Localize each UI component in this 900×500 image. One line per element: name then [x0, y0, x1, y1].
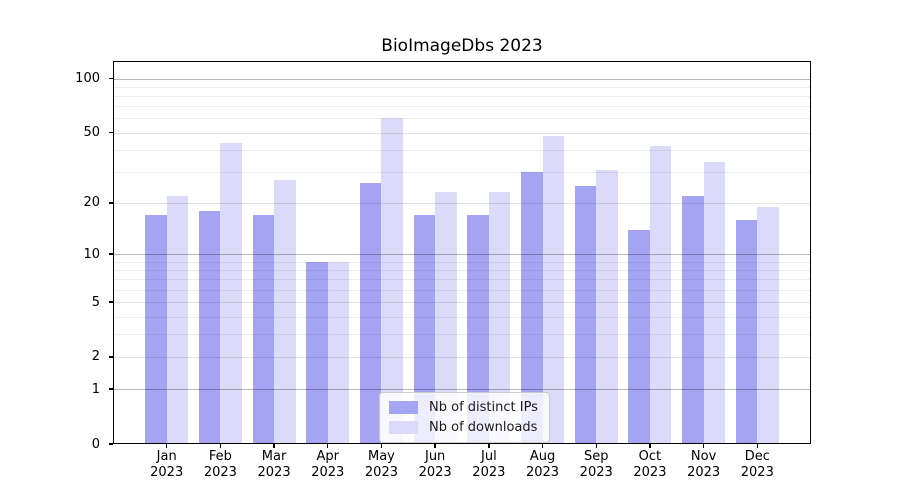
x-tick-mark-jul	[488, 444, 490, 448]
x-tick-mark-nov	[702, 444, 705, 448]
x-tick-label-jan: Jan 2023	[150, 449, 184, 480]
x-tick-label-aug: Aug 2023	[525, 449, 560, 480]
x-tick-label-dec: Dec 2023	[740, 449, 774, 480]
bar-downloads-nov	[703, 162, 726, 444]
bar-ips-jan	[145, 215, 167, 444]
bar-downloads-may	[381, 118, 403, 444]
x-tick-mark-feb	[219, 444, 222, 448]
y-tick-label-0: 0	[91, 436, 100, 452]
y-tick-label-20: 20	[83, 195, 100, 211]
x-tick-mark-jun	[434, 444, 436, 448]
x-tick-label-apr: Apr 2023	[311, 449, 345, 480]
x-tick-label-jun: Jun 2023	[418, 449, 452, 480]
bar-ips-jul	[467, 215, 489, 444]
x-tick-mark-oct	[649, 444, 651, 448]
y-tick-label-1: 1	[91, 381, 100, 397]
bar-downloads-feb	[220, 142, 242, 444]
gridline-20	[114, 202, 810, 204]
bar-ips-dec	[735, 219, 758, 444]
gridline-7	[114, 279, 810, 281]
gridline-10	[114, 254, 810, 256]
legend-swatch-downloads	[389, 421, 418, 434]
y-tick-mark-5	[109, 301, 113, 303]
y-tick-label-10: 10	[83, 246, 100, 262]
legend-label-distinct-ips: Nb of distinct IPs	[429, 400, 538, 415]
gridline-5	[114, 302, 810, 304]
y-tick-mark-50	[109, 131, 113, 134]
x-tick-label-feb: Feb 2023	[203, 449, 237, 480]
bar-ips-apr	[306, 261, 328, 444]
gridline-70	[114, 106, 810, 108]
x-tick-mark-sep	[595, 444, 597, 448]
y-tick-mark-0	[109, 443, 113, 445]
bar-ips-oct	[628, 229, 650, 444]
y-tick-label-50: 50	[83, 125, 100, 141]
bar-downloads-sep	[596, 169, 618, 444]
bar-ips-feb	[198, 210, 221, 444]
y-tick-mark-2	[109, 356, 113, 358]
x-tick-label-jul: Jul 2023	[472, 449, 506, 480]
x-tick-mark-dec	[756, 444, 758, 448]
y-tick-mark-100	[109, 77, 113, 80]
legend-swatch-distinct-ips	[389, 401, 418, 414]
y-tick-label-5: 5	[91, 294, 100, 310]
gridline-9	[114, 261, 810, 263]
gridline-90	[114, 86, 810, 88]
y-tick-mark-1	[109, 388, 113, 390]
x-tick-mark-apr	[327, 444, 329, 448]
bar-downloads-jan	[166, 195, 189, 444]
gridline-40	[114, 149, 810, 151]
gridline-4	[114, 316, 810, 318]
y-tick-mark-20	[109, 202, 113, 204]
x-tick-mark-mar	[273, 444, 275, 448]
gridline-80	[114, 96, 810, 97]
x-tick-mark-may	[380, 444, 383, 448]
chart-title: BioImageDbs 2023	[381, 36, 543, 56]
bar-ips-mar	[252, 215, 275, 444]
legend-label-downloads: Nb of downloads	[429, 420, 538, 435]
legend-item-downloads: Nb of downloads	[389, 420, 538, 435]
gridline-30	[114, 172, 810, 174]
x-tick-label-mar: Mar 2023	[257, 449, 291, 480]
bar-ips-may	[359, 182, 382, 444]
x-tick-mark-aug	[541, 444, 544, 448]
y-tick-label-100: 100	[75, 71, 100, 86]
x-tick-mark-jan	[165, 444, 168, 448]
bar-downloads-apr	[327, 261, 350, 444]
bar-ips-nov	[682, 195, 704, 444]
y-tick-mark-10	[109, 253, 113, 255]
y-tick-label-2: 2	[91, 349, 100, 365]
gridline-50	[114, 132, 810, 134]
gridline-8	[114, 270, 810, 271]
legend: Nb of distinct IPs Nb of downloads	[379, 392, 550, 443]
x-tick-label-nov: Nov 2023	[687, 449, 721, 480]
legend-item-distinct-ips: Nb of distinct IPs	[389, 400, 538, 415]
x-tick-label-oct: Oct 2023	[633, 449, 667, 480]
bar-ips-jun	[413, 215, 436, 444]
bar-downloads-dec	[757, 206, 779, 444]
bar-downloads-jul	[488, 192, 511, 444]
x-tick-label-may: May 2023	[364, 449, 398, 480]
gridline-100	[114, 78, 810, 80]
x-tick-label-sep: Sep 2023	[579, 449, 613, 480]
gridline-3	[114, 334, 810, 336]
gridline-1	[114, 389, 810, 391]
bar-downloads-mar	[274, 180, 296, 444]
bar-downloads-jun	[435, 192, 457, 444]
bar-downloads-aug	[542, 135, 565, 444]
bar-ips-aug	[521, 172, 543, 444]
gridline-6	[114, 289, 810, 291]
bar-downloads-oct	[649, 146, 672, 444]
gridline-2	[114, 357, 810, 358]
gridline-60	[114, 118, 810, 120]
bar-ips-sep	[574, 185, 597, 444]
